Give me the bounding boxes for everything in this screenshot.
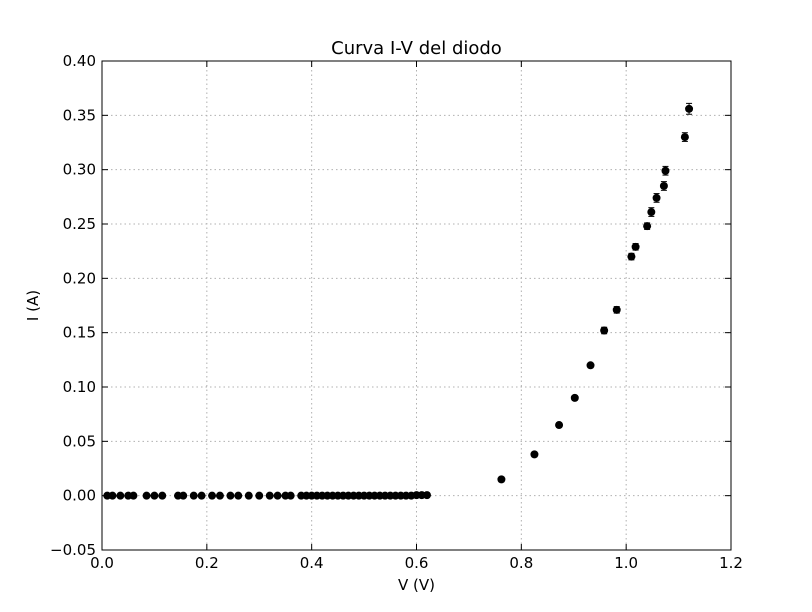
data-point [497, 475, 506, 484]
data-point [129, 491, 138, 500]
y-axis-label: I (A) [24, 290, 42, 321]
x-tick-label: 1.2 [719, 554, 743, 572]
data-point [286, 491, 295, 500]
data-point [189, 491, 198, 500]
y-tick-label: 0.20 [63, 269, 96, 287]
x-tick-label: 1.0 [614, 554, 638, 572]
data-point [226, 491, 235, 500]
data-point [273, 491, 282, 500]
data-point [612, 305, 621, 314]
x-tick-label: 0.8 [509, 554, 533, 572]
data-point [244, 491, 253, 500]
data-point [158, 491, 167, 500]
y-tick-label: 0.40 [63, 52, 96, 70]
x-tick-labels: 0.0 0.2 0.4 0.6 0.8 1.0 1.2 [90, 554, 743, 572]
y-tick-label: 0.35 [63, 106, 96, 124]
y-tick-label: 0.00 [63, 487, 96, 505]
x-tick-label: 0.4 [300, 554, 324, 572]
data-points [103, 104, 694, 500]
data-point [586, 361, 595, 370]
axis-ticks [101, 60, 732, 551]
data-point [685, 104, 694, 113]
x-axis-label: V (V) [398, 576, 435, 594]
x-tick-label: 0.0 [90, 554, 114, 572]
data-point [659, 181, 668, 190]
chart-title: Curva I-V del diodo [331, 38, 502, 59]
data-point [116, 491, 125, 500]
data-point [108, 491, 117, 500]
y-tick-label: 0.30 [63, 161, 96, 179]
y-tick-labels: −0.05 0.00 0.05 0.10 0.15 0.20 0.25 0.30 0.35 0.4… [50, 52, 96, 559]
data-point [627, 252, 636, 261]
data-point [208, 491, 217, 500]
data-point [680, 133, 689, 142]
data-point [643, 222, 652, 231]
data-point [150, 491, 159, 500]
x-tick-label: 0.6 [405, 554, 429, 572]
data-point [255, 491, 264, 500]
x-tick-label: 0.2 [195, 554, 219, 572]
data-point [142, 491, 151, 500]
data-point [631, 242, 640, 251]
data-point [570, 393, 579, 402]
data-point [647, 208, 656, 217]
data-point [600, 326, 609, 335]
data-point [555, 421, 564, 430]
data-point [265, 491, 274, 500]
data-point [652, 193, 661, 202]
y-tick-label: 0.05 [63, 432, 96, 450]
data-point [661, 166, 670, 175]
data-point [179, 491, 188, 500]
y-tick-label: 0.25 [63, 215, 96, 233]
data-point [215, 491, 224, 500]
data-point [422, 491, 431, 500]
y-tick-label: 0.10 [63, 378, 96, 396]
data-point [197, 491, 206, 500]
y-tick-label: −0.05 [50, 541, 96, 559]
data-point [530, 450, 539, 459]
data-point [234, 491, 243, 500]
y-tick-label: 0.15 [63, 324, 96, 342]
